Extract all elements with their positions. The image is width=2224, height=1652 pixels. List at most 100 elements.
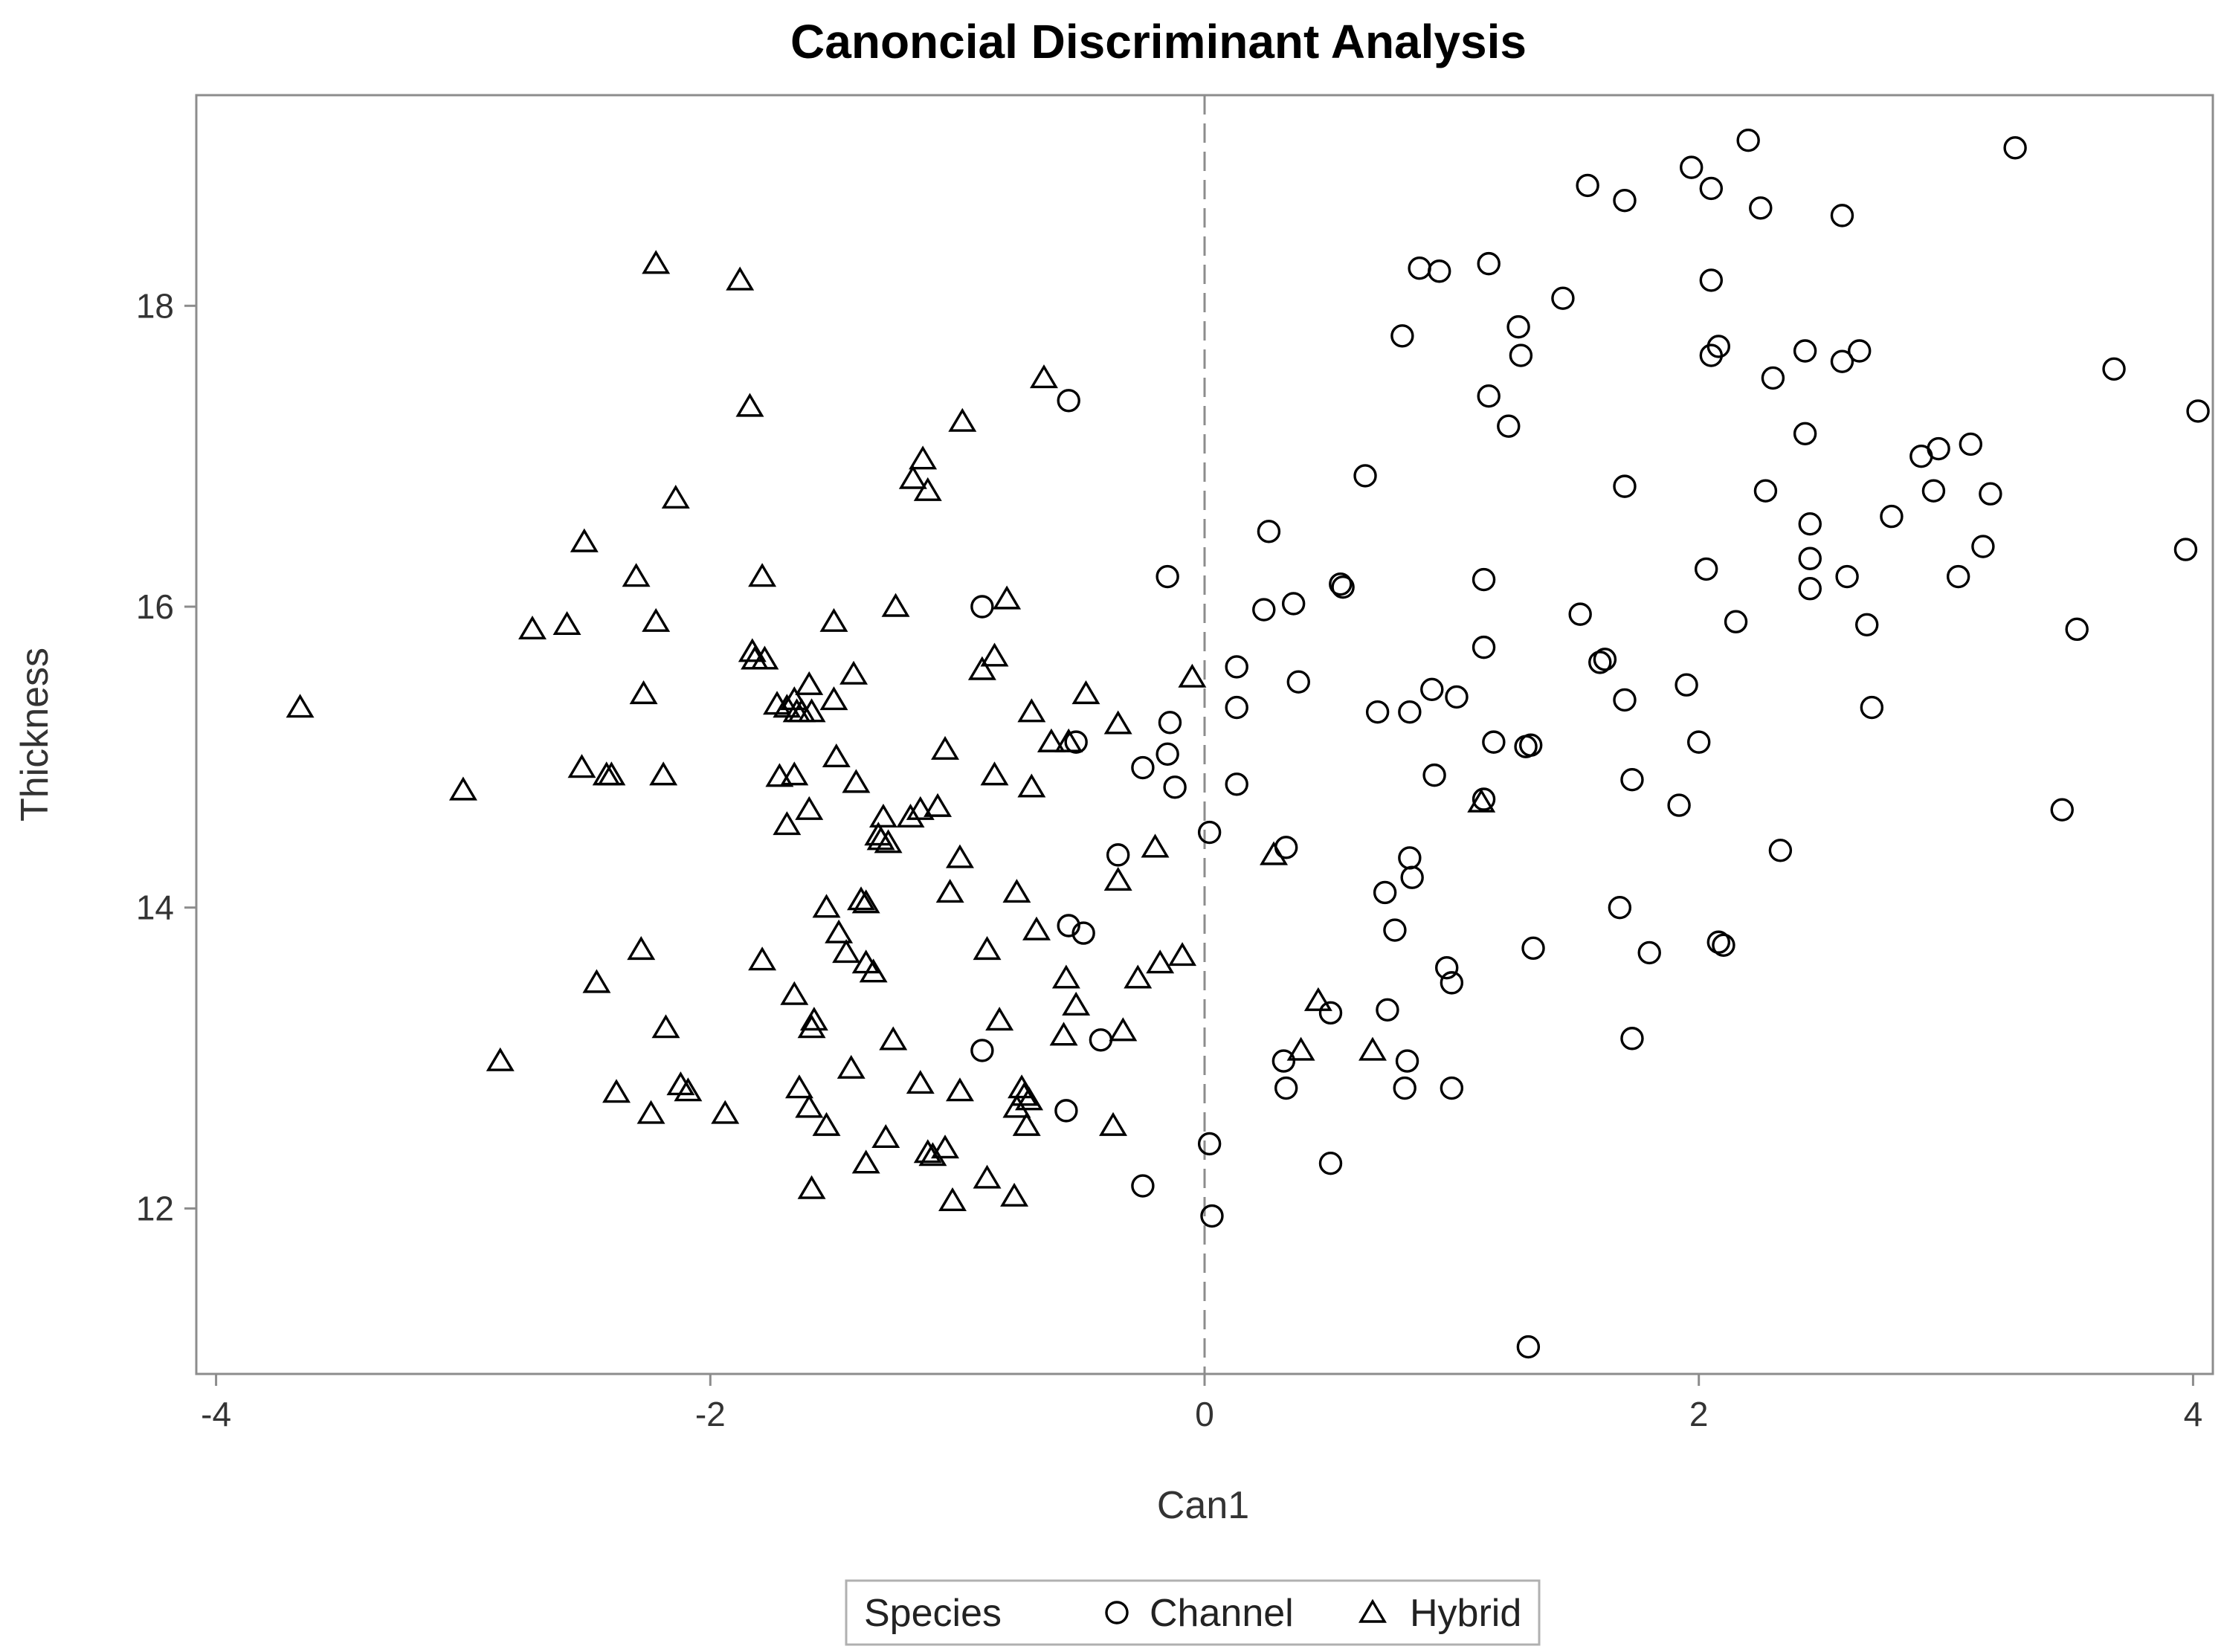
hybrid-point xyxy=(1054,728,1083,752)
hybrid-point xyxy=(1062,991,1091,1016)
channel-point xyxy=(1057,914,1080,938)
hybrid-point xyxy=(866,826,895,851)
channel-point xyxy=(1699,268,1724,292)
hybrid-point xyxy=(879,1026,908,1051)
channel-point xyxy=(1724,610,1748,633)
channel-point xyxy=(1271,1049,1296,1073)
channel-point xyxy=(1568,602,1592,626)
hybrid-point xyxy=(799,1007,828,1031)
channel-point xyxy=(1318,1001,1343,1025)
channel-point xyxy=(1274,1076,1298,1100)
legend-title: Species xyxy=(864,1592,1002,1635)
channel-point xyxy=(1699,343,1724,367)
hybrid-point xyxy=(622,563,651,587)
hybrid-point xyxy=(906,796,935,820)
channel-point xyxy=(1608,896,1632,920)
channel-point xyxy=(1106,843,1130,867)
channel-point xyxy=(1428,259,1451,283)
channel-point xyxy=(1848,339,1872,363)
hybrid-point xyxy=(945,1077,974,1102)
legend-channel-marker xyxy=(1105,1601,1129,1624)
hybrid-point xyxy=(642,250,671,274)
channel-point xyxy=(1329,572,1353,596)
hybrid-point xyxy=(1168,942,1197,967)
channel-point xyxy=(1516,1335,1541,1359)
hybrid-point xyxy=(924,793,953,817)
hybrid-point xyxy=(797,698,826,723)
hybrid-point xyxy=(552,610,581,635)
channel-point xyxy=(1398,700,1422,724)
channel-point xyxy=(1477,384,1501,408)
legend: Species Channel Hybrid xyxy=(845,1579,1541,1646)
channel-point xyxy=(1699,176,1724,201)
channel-point xyxy=(970,595,994,619)
channel-point xyxy=(1163,775,1187,799)
hybrid-point xyxy=(784,1074,813,1099)
hybrid-point xyxy=(1022,916,1051,940)
channel-point xyxy=(1054,1099,1078,1123)
channel-point xyxy=(1472,567,1496,592)
channel-point xyxy=(1509,343,1533,367)
channel-point xyxy=(1519,733,1543,757)
hybrid-point xyxy=(1010,1082,1039,1106)
hybrid-point xyxy=(750,645,779,670)
x-axis: -4 -2 0 2 4 xyxy=(201,1374,2202,1433)
y-axis: 12 14 16 18 xyxy=(136,286,196,1227)
channel-point xyxy=(1131,755,1155,780)
channel-point xyxy=(1435,955,1459,980)
channel-point xyxy=(2186,399,2210,423)
legend-channel-label: Channel xyxy=(1150,1592,1294,1635)
hybrid-point xyxy=(881,593,910,617)
hybrid-point xyxy=(738,638,767,662)
hybrid-point xyxy=(582,969,611,993)
channel-point xyxy=(1798,512,1822,536)
channel-point xyxy=(1613,474,1637,498)
channel-point xyxy=(1225,655,1248,679)
channel-point xyxy=(1576,173,1599,198)
hybrid-point xyxy=(851,889,880,914)
channel-point xyxy=(1971,535,1995,558)
channel-point xyxy=(1521,936,1545,961)
hybrid-point xyxy=(973,1164,1002,1189)
hybrid-point xyxy=(980,642,1009,667)
channel-point xyxy=(1197,1132,1222,1156)
channel-point xyxy=(1830,204,1854,228)
hybrid-point xyxy=(1008,1074,1037,1099)
channel-point xyxy=(1390,324,1414,348)
channel-point xyxy=(1921,479,1946,503)
channel-point xyxy=(1768,839,1793,862)
hybrid-point xyxy=(931,735,960,760)
channel-point xyxy=(1749,196,1773,220)
hybrid-point xyxy=(735,393,764,417)
channel-point xyxy=(1440,971,1464,995)
channel-point xyxy=(1613,688,1637,712)
hybrid-point xyxy=(909,445,938,470)
y-tick-label: 14 xyxy=(136,888,174,927)
hybrid-point xyxy=(797,1175,826,1199)
channel-point xyxy=(1318,1152,1343,1175)
channel-point xyxy=(1472,635,1496,659)
channel-point xyxy=(1497,414,1521,438)
hybrid-point xyxy=(1002,1094,1031,1118)
channel-point xyxy=(1422,763,1446,787)
hybrid-point xyxy=(967,656,996,680)
channel-point xyxy=(1855,613,1879,636)
channel-point xyxy=(1613,188,1637,213)
channel-point xyxy=(1477,251,1501,276)
hybrid-point xyxy=(906,1070,935,1094)
hybrid-point xyxy=(1071,680,1100,705)
hybrid-point xyxy=(448,776,477,801)
hybrid-point xyxy=(636,1100,665,1124)
hybrid-point xyxy=(859,958,888,983)
hybrid-point xyxy=(1103,710,1132,735)
channel-point xyxy=(970,1039,994,1062)
channel-point xyxy=(1551,286,1575,310)
channel-point xyxy=(1798,577,1822,601)
channel-point xyxy=(1694,557,1718,581)
hybrid-point xyxy=(597,761,626,786)
hybrid-point xyxy=(1029,364,1058,389)
hybrid-point xyxy=(773,811,802,836)
channel-point xyxy=(1408,256,1431,280)
channel-point xyxy=(1252,598,1276,622)
hybrid-point xyxy=(627,936,656,961)
